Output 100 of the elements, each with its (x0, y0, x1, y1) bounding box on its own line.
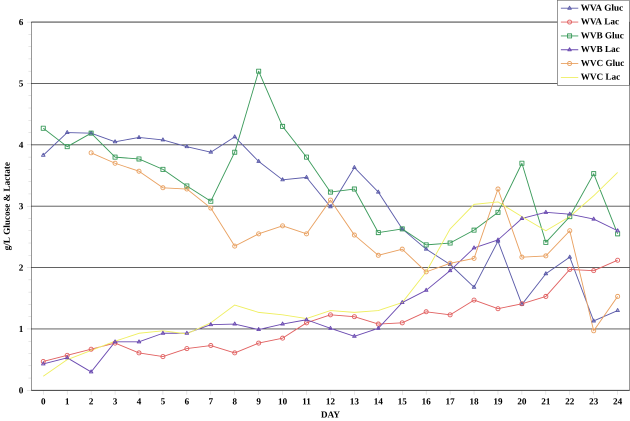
point (232, 350, 238, 356)
point (567, 214, 572, 220)
point (304, 317, 309, 322)
x-tick-label: 16 (422, 398, 430, 404)
point (328, 326, 333, 330)
point (400, 246, 405, 252)
point (544, 271, 548, 276)
point (519, 160, 524, 166)
x-tick-label: 6 (184, 398, 189, 404)
point (328, 198, 333, 203)
point (352, 314, 357, 320)
point (352, 165, 357, 170)
point (112, 139, 118, 144)
point (64, 144, 70, 150)
point (304, 320, 310, 326)
point (448, 268, 452, 272)
point (160, 137, 166, 142)
x-tick-label: 22 (566, 398, 574, 404)
point (328, 312, 333, 318)
point (520, 216, 524, 220)
point (591, 328, 596, 334)
point (184, 330, 190, 335)
x-axis-title: DAY (321, 411, 340, 418)
x-tick-label: 3 (113, 398, 118, 404)
x-tick-label: 13 (350, 398, 359, 404)
point (568, 254, 572, 259)
point (543, 294, 548, 299)
point (88, 369, 94, 374)
point (448, 312, 453, 318)
y-tick-label: 0 (19, 387, 24, 394)
legend-label: WVB Lac (580, 46, 620, 52)
point (304, 231, 310, 236)
point (160, 330, 166, 335)
line-series (40, 68, 620, 248)
x-tick-label: 4 (136, 398, 142, 404)
x-tick-label: 12 (326, 398, 335, 404)
point (160, 185, 166, 190)
x-tick-label: 1 (66, 398, 70, 404)
point (232, 150, 238, 155)
point (328, 204, 333, 208)
point (184, 144, 190, 148)
point (280, 124, 286, 129)
point (232, 244, 238, 249)
point (208, 198, 214, 204)
point (495, 186, 500, 192)
point (448, 240, 453, 246)
x-tick-label: 10 (278, 398, 287, 404)
point (400, 300, 404, 304)
x-tick-label: 15 (398, 398, 406, 404)
point (472, 298, 477, 303)
point (256, 158, 261, 163)
point (543, 240, 548, 245)
point (567, 266, 572, 272)
point (568, 212, 572, 216)
x-tick-label: 20 (518, 398, 526, 404)
point (256, 231, 262, 236)
point (64, 130, 70, 134)
y-tick-label: 1 (20, 326, 23, 332)
x-tick-label: 11 (302, 398, 310, 404)
point (184, 346, 190, 352)
x-tick-label: 23 (590, 398, 598, 404)
point (376, 326, 381, 330)
point (544, 210, 548, 214)
point (376, 230, 381, 236)
point (160, 166, 166, 172)
point (280, 336, 286, 341)
x-tick-label: 14 (374, 398, 383, 404)
point (472, 228, 477, 233)
point (472, 245, 476, 250)
point (376, 322, 381, 327)
point (424, 309, 429, 314)
point (472, 284, 476, 289)
legend-label: WVC Gluc (580, 60, 624, 66)
point (424, 288, 428, 292)
point (256, 68, 262, 74)
point (495, 210, 500, 215)
legend-label: WVA Lac (580, 18, 619, 24)
point (280, 177, 285, 182)
point (232, 134, 237, 138)
point (136, 168, 142, 174)
point (184, 186, 190, 192)
point (160, 354, 166, 360)
point (352, 334, 357, 338)
x-tick-label: 21 (542, 398, 550, 404)
point (136, 135, 142, 139)
y-axis-title: g/L Glucose & Lactate (3, 162, 12, 250)
point (136, 339, 142, 344)
point (136, 156, 142, 162)
point (112, 339, 118, 344)
y-tick-label: 4 (18, 142, 24, 148)
point (424, 242, 429, 248)
point (352, 232, 357, 238)
point (208, 206, 214, 211)
x-tick-label: 9 (256, 398, 261, 404)
x-tick-label: 19 (494, 398, 502, 404)
x-tick-label: 8 (232, 398, 237, 404)
point (208, 150, 214, 154)
y-tick-label: 2 (19, 264, 23, 271)
point (232, 322, 237, 326)
point (136, 350, 142, 356)
